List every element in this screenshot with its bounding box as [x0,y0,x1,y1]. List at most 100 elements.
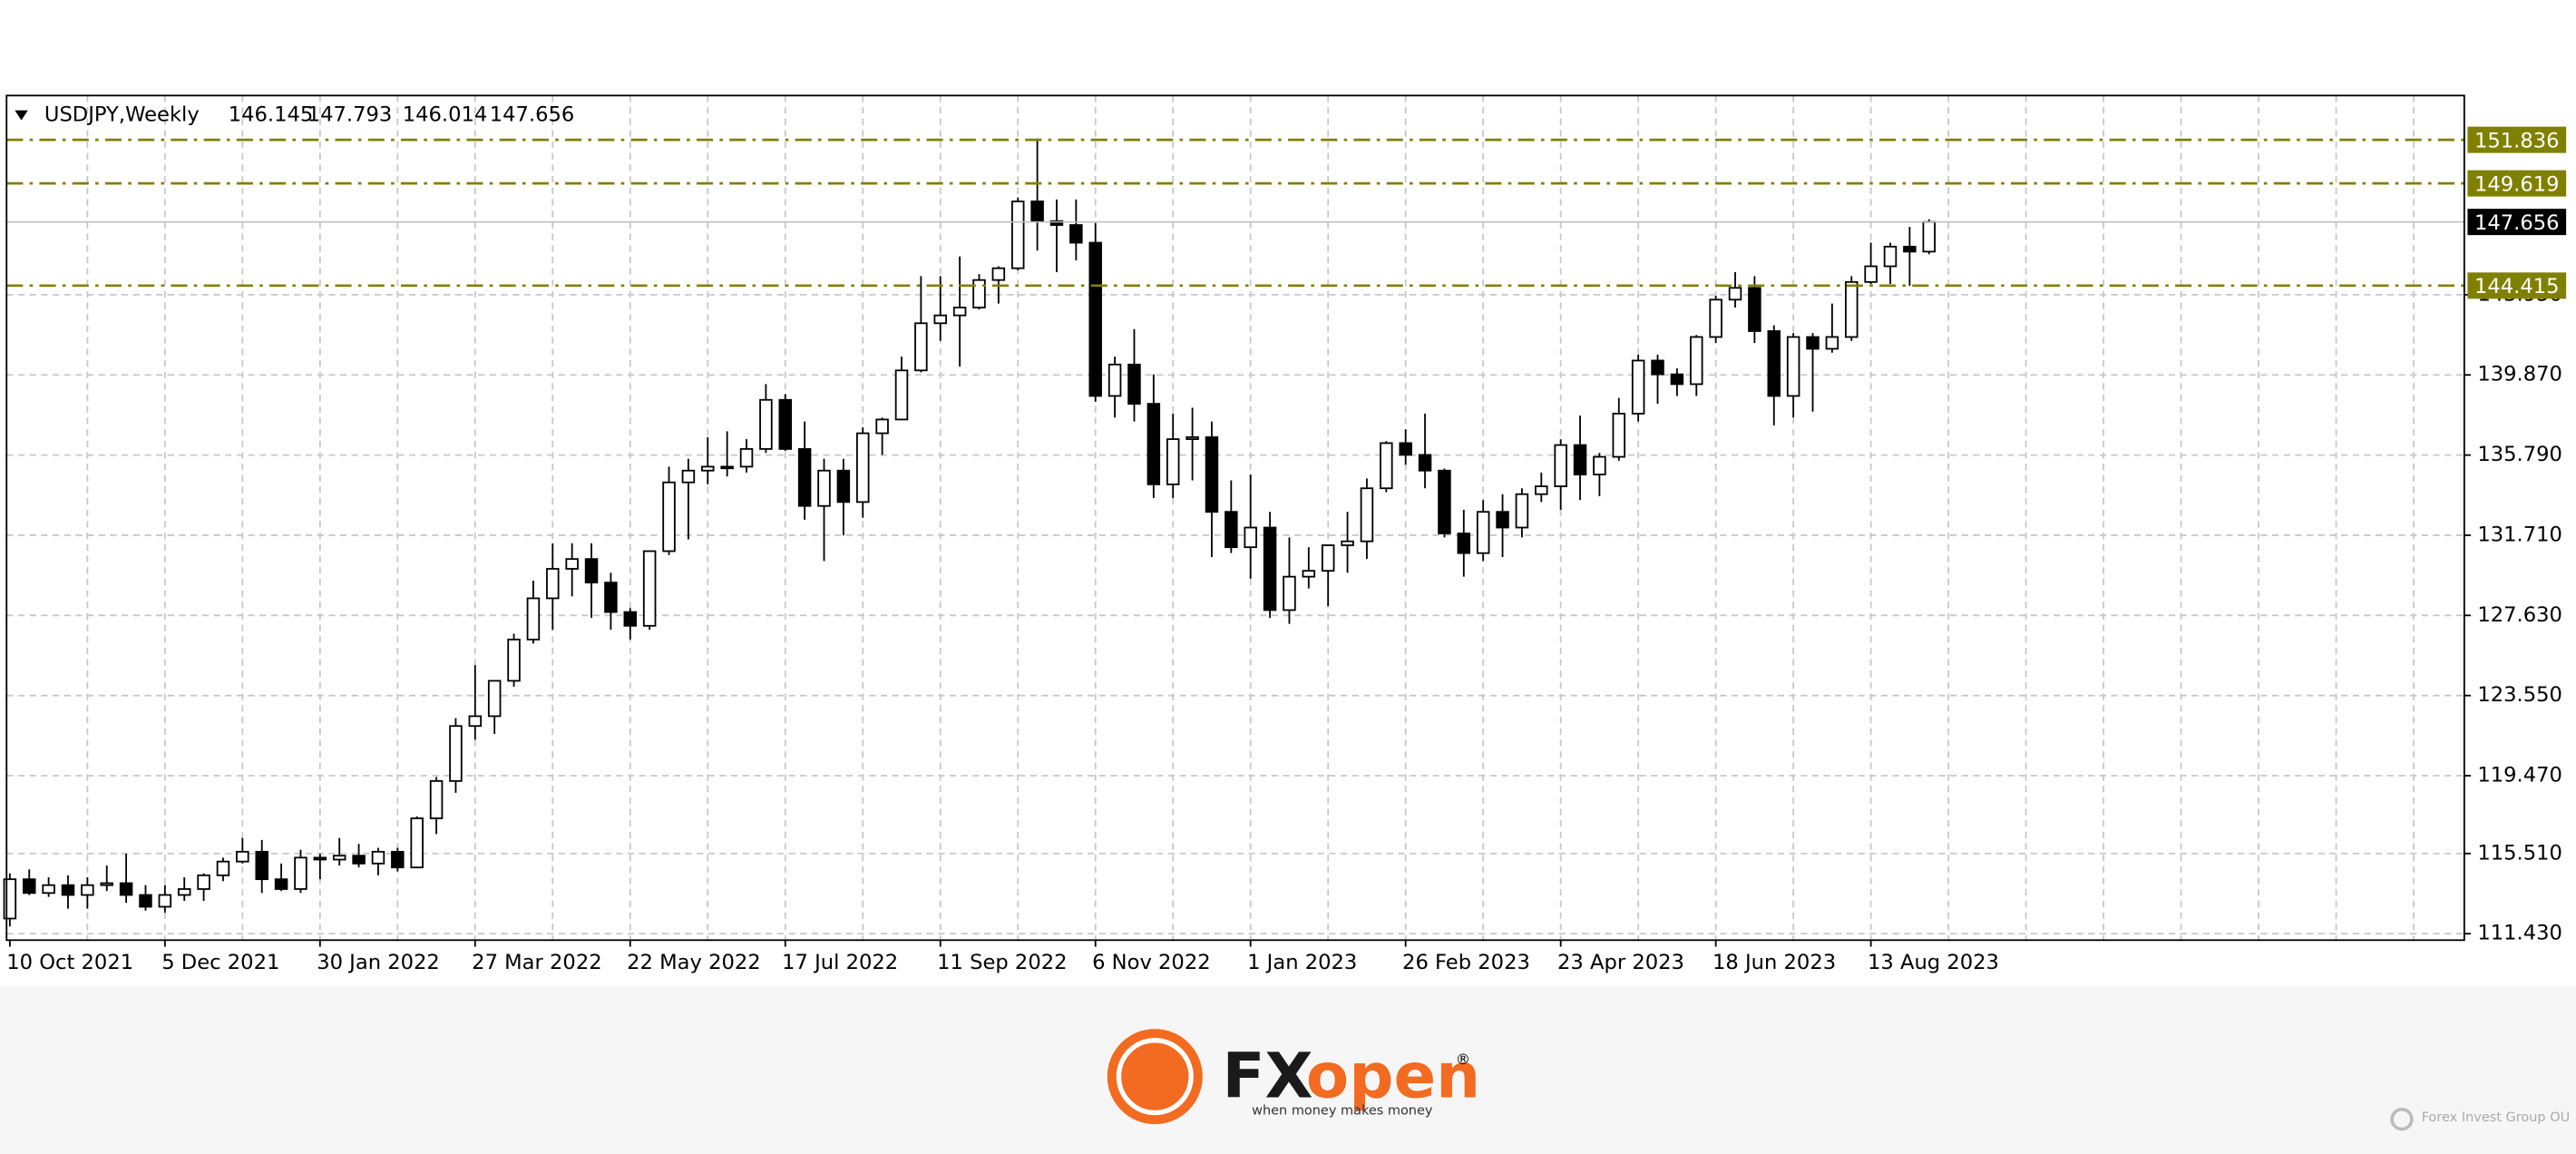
candle-body [1010,200,1025,269]
candle-body [1457,533,1471,554]
x-tick-label: 17 Jul 2022 [782,951,898,974]
x-tick-label: 26 Feb 2023 [1402,951,1530,974]
candle-body [139,894,152,908]
candle-body [875,418,889,435]
candle-body [1030,200,1044,222]
plot-frame [5,94,2465,942]
candle-body [216,860,230,876]
candle-body [1825,336,1839,350]
candle-body [1786,336,1800,397]
y-tick-label: 127.630 [2477,603,2562,627]
candle-body [933,314,947,325]
candle-body [22,878,36,895]
logo-emblem [1107,1029,1203,1125]
ohlc-open: 146.145 [229,103,314,127]
candle-body [952,307,967,317]
candle-body [1147,403,1161,485]
candle-body [1767,330,1781,397]
price-label: 147.656 [2474,211,2560,235]
y-tick-label: 123.550 [2477,683,2562,707]
logo-registered: ® [1456,1051,1470,1068]
candle-body [352,855,366,865]
candle-body [507,639,521,682]
x-tick-label: 22 May 2022 [627,951,761,974]
candle-body [1903,245,1917,253]
candle-body [681,469,696,484]
candle-body [1205,435,1219,513]
candle-body [759,398,773,450]
candle-body [1535,485,1548,495]
candle-body [1321,544,1335,572]
ohlc-close: 147.656 [490,103,575,127]
candle-body [81,884,94,896]
candle-body [1127,363,1141,405]
x-tick-label: 6 Nov 2022 [1092,951,1211,974]
candle-body [836,469,851,504]
candle-body [1496,511,1509,529]
candle-body [449,725,463,782]
candle-body [856,432,870,504]
y-tick-label: 135.790 [2477,443,2562,466]
x-tick-label: 5 Dec 2021 [161,951,279,974]
candle-body [236,850,249,863]
candle-body [274,878,288,890]
candle-body [778,398,793,450]
candle-body [1166,438,1180,485]
candle-body [1380,442,1393,490]
candle-body [604,582,618,613]
candle-body [1263,526,1277,611]
level-label: 149.619 [2474,172,2560,196]
x-tick-label: 23 Apr 2023 [1557,951,1684,974]
logo-open: open [1306,1040,1480,1112]
candle-body [1864,265,1878,283]
candle-body [720,465,734,470]
candle-body [255,850,268,881]
candle-body [991,267,1006,281]
candle-body [1922,220,1936,253]
level-label-box [2467,126,2567,153]
candle-body [1069,224,1083,244]
candle-body [410,817,424,869]
candle-body [119,882,133,896]
candle-body [1709,298,1722,338]
y-tick-label: 119.470 [2477,764,2562,787]
candle-body [1302,570,1316,578]
x-tick-label: 18 Jun 2023 [1712,951,1836,974]
logo-emblem-ring [1116,1038,1194,1116]
candle-body [914,322,928,372]
candle-body [1651,359,1664,376]
candle-body [739,447,754,468]
candle-body [1806,336,1820,350]
candle-body [332,855,346,861]
candle-body [894,369,909,421]
logo-fx: FX [1223,1040,1313,1112]
candle-body [313,856,327,861]
candle-body [701,465,715,472]
x-tick-label: 13 Aug 2023 [1868,951,1999,974]
candle-body [1088,241,1102,397]
candle-body [429,779,444,819]
candle-body [797,447,812,507]
candle-body [1515,493,1529,529]
ohlc-low: 146.014 [403,103,488,127]
candle-body [1418,454,1432,472]
candle-body [642,550,657,627]
candle-body [1244,526,1257,549]
candle-body [1399,442,1412,456]
y-tick-label: 131.710 [2477,523,2562,546]
candle-body [100,882,113,886]
candle-body [1690,336,1703,386]
price-label-box [2467,209,2567,236]
candle-body [1186,435,1199,440]
menu-arrow[interactable] [15,110,28,121]
candle-body [1631,359,1645,415]
candle-body [487,680,502,718]
chart-title: USDJPY,Weekly [44,103,200,127]
candle-body [158,894,172,908]
footer-background [0,985,2576,1154]
y-tick-label: 139.870 [2477,363,2562,386]
level-label: 144.415 [2474,275,2560,298]
candle-body [662,481,676,553]
candle-body [1728,287,1742,301]
